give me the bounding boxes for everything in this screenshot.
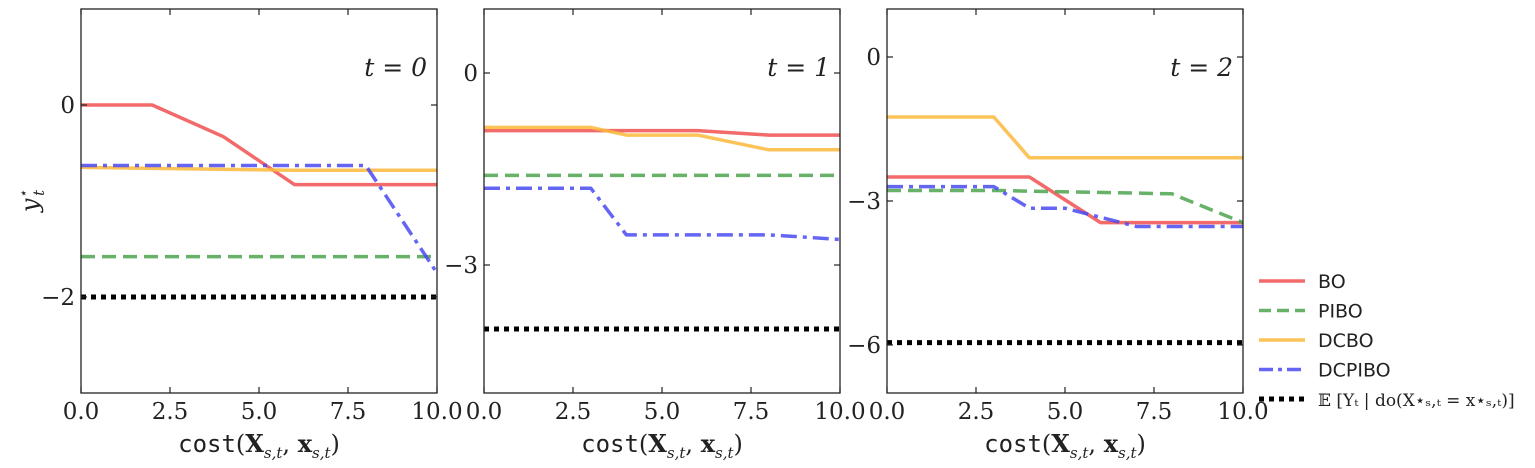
y-tick-label: 0 <box>463 61 478 87</box>
x-tick-label: 5.0 <box>1047 399 1084 425</box>
legend-label: 𝔼 [Yₜ | do(X⋆ₛ,ₜ = x⋆ₛ,ₜ)] <box>1318 391 1515 411</box>
panels: 0.0 2.5 5.0 7.5 10.0 0 −2 t = 0 cost(Xs,t, xs,t)… <box>16 8 1269 462</box>
y-tick-label: 0 <box>60 93 75 119</box>
legend-label: DCBO <box>1318 330 1374 352</box>
legend-item-dcbo: DCBO <box>1259 330 1374 352</box>
series-line-bo <box>484 128 840 137</box>
x-tick-label: 10.0 <box>1217 399 1268 425</box>
legend-item-pibo: PIBO <box>1259 301 1363 323</box>
series-line-dcbo <box>81 165 437 173</box>
series-line-bo <box>887 175 1243 225</box>
panel-annotation: t = 0 <box>364 53 427 82</box>
x-tick-label: 5.0 <box>241 399 278 425</box>
panel-2: 0.0 2.5 5.0 7.5 10.0 0 −3 −6 t = 2 cost(Xs,t, xs,… <box>847 8 1269 462</box>
panel-annotation: t = 1 <box>767 53 830 82</box>
x-axis-label: cost(Xs,t, xs,t) <box>984 429 1146 462</box>
legend-item-bo: BO <box>1259 271 1346 293</box>
series-line-dcbo <box>484 125 840 152</box>
series-line-dcbo <box>887 115 1243 160</box>
x-tick-label: 2.5 <box>152 399 189 425</box>
x-tick-label: 0.0 <box>869 399 906 425</box>
x-tick-label: 0.0 <box>63 399 100 425</box>
legend: BO PIBO DCBO DCPIBO 𝔼 [Yₜ | do(X⋆ₛ,ₜ = x⋆ₛ,ₜ… <box>1259 271 1515 411</box>
x-tick-label: 2.5 <box>958 399 995 425</box>
x-tick-label: 10.0 <box>814 399 865 425</box>
legend-item-ydoxx: 𝔼 [Yₜ | do(X⋆ₛ,ₜ = x⋆ₛ,ₜ)] <box>1259 391 1515 411</box>
y-tick-label: −3 <box>444 253 478 279</box>
panel-annotation: t = 2 <box>1170 53 1233 82</box>
legend-label: DCPIBO <box>1318 360 1391 382</box>
legend-item-dcpibo: DCPIBO <box>1259 360 1391 382</box>
x-tick-label: 7.5 <box>733 399 770 425</box>
series-line-bo <box>81 103 437 187</box>
x-tick-label: 10.0 <box>411 399 462 425</box>
series-line-pibo <box>887 188 1243 225</box>
x-axis-label: cost(Xs,t, xs,t) <box>581 429 743 462</box>
panel-0: 0.0 2.5 5.0 7.5 10.0 0 −2 t = 0 cost(Xs,t, xs,t)… <box>16 8 463 462</box>
x-axis-label: cost(Xs,t, xs,t) <box>178 429 340 462</box>
y-tick-label: −3 <box>847 189 881 215</box>
series-line-dcpibo <box>887 184 1243 229</box>
x-tick-label: 0.0 <box>466 399 503 425</box>
x-tick-label: 7.5 <box>1136 399 1173 425</box>
legend-label: BO <box>1318 271 1346 293</box>
y-tick-label: −2 <box>41 285 75 311</box>
y-tick-label: 0 <box>866 45 881 71</box>
legend-label: PIBO <box>1318 301 1363 323</box>
y-axis-label: y⋆t <box>16 189 48 213</box>
series-line-dcpibo <box>484 186 840 242</box>
y-tick-label: −6 <box>847 333 881 359</box>
x-tick-label: 7.5 <box>330 399 367 425</box>
x-tick-label: 2.5 <box>555 399 592 425</box>
panel-1: 0.0 2.5 5.0 7.5 10.0 0 −3 t = 1 cost(Xs,t, xs,t) <box>444 8 866 462</box>
x-tick-label: 5.0 <box>644 399 681 425</box>
